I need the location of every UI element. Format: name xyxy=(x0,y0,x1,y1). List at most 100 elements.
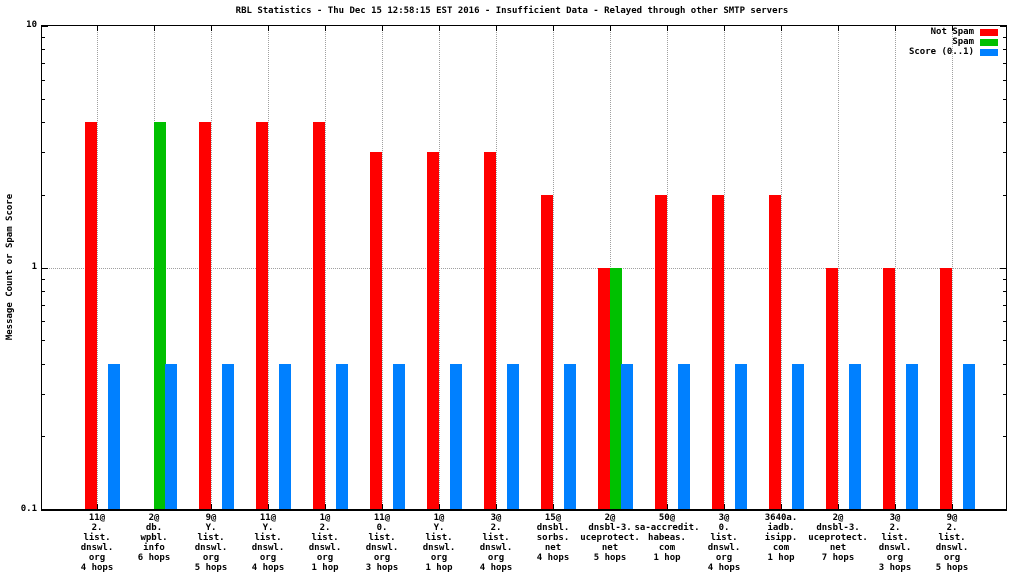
bar-not-spam xyxy=(598,267,610,509)
x-category-label-line: dnswl. xyxy=(365,543,399,553)
x-axis-tick xyxy=(211,504,212,509)
bar-score xyxy=(792,363,804,509)
x-category-label-line: net xyxy=(829,543,847,553)
x-category-label-line: list. xyxy=(710,533,738,543)
x-category-label: 1@ Y. list. dnswl. org 1 hop xyxy=(394,513,484,573)
y-tick-label-10: 10 xyxy=(26,20,37,30)
x-category-label: 15@ dnsbl. sorbs. net 4 hops xyxy=(508,513,598,563)
x-axis-tick xyxy=(325,26,326,31)
x-category-label: 3@ 2. list. dnswl. org 3 hops xyxy=(850,513,940,573)
x-category-label-line: 4 hops xyxy=(251,563,285,573)
y-axis-tick xyxy=(1003,49,1006,51)
x-category-label-line: habeas. xyxy=(648,533,686,543)
y-tick-label-0p1: 0.1 xyxy=(20,504,37,514)
y-axis-tick xyxy=(1000,26,1006,27)
x-category-label-line: db. xyxy=(145,523,163,533)
bar-not-spam xyxy=(769,194,781,509)
legend-swatch-score xyxy=(980,48,998,56)
bar-score xyxy=(735,363,747,509)
x-category-label-line: 2. xyxy=(946,523,958,533)
x-category-label-line: 5 hops xyxy=(593,553,627,563)
x-axis-tick xyxy=(154,26,155,31)
x-category-label-line: dnswl. xyxy=(194,543,228,553)
y-axis-tick xyxy=(1003,122,1006,124)
x-category-label: 9@ 2. list. dnswl. org 5 hops xyxy=(907,513,997,573)
x-category-label: 2@ db. wpbl. info 6 hops xyxy=(109,513,199,563)
y-axis-tick xyxy=(42,79,45,81)
x-category-label-line: sorbs. xyxy=(536,533,570,543)
x-category-label-line: info xyxy=(143,543,165,553)
legend-label-score: Score (0..1) xyxy=(908,47,974,57)
x-category-label-line: net xyxy=(544,543,562,553)
x-category-label-line: 1@ xyxy=(319,513,331,523)
y-axis-tick xyxy=(1003,278,1006,280)
x-category-label-line: 11@ xyxy=(259,513,277,523)
x-category-label-line: org xyxy=(88,553,106,563)
x-category-label-line: 4 hops xyxy=(707,563,741,573)
x-category-label-line: 5 hops xyxy=(194,563,228,573)
legend-row-score: Score (0..1) xyxy=(909,47,998,57)
x-axis-tick xyxy=(667,504,668,509)
x-axis-tick xyxy=(325,504,326,509)
bar-score xyxy=(963,363,975,509)
x-axis-tick xyxy=(211,26,212,31)
x-category-label: 9@ Y. list. dnswl. org 5 hops xyxy=(166,513,256,573)
x-category-label-line: 7 hops xyxy=(821,553,855,563)
x-category-label-line: list. xyxy=(425,533,453,543)
x-category-label-line: 2@ xyxy=(832,513,844,523)
x-category-label-line: list. xyxy=(311,533,339,543)
x-category-label-line: 1 hop xyxy=(425,563,453,573)
x-category-label-line: 9@ xyxy=(205,513,217,523)
legend: Not Spam Spam Score (0..1) xyxy=(909,27,998,57)
x-axis-tick xyxy=(610,26,611,31)
x-category-label-line: 3640a. xyxy=(764,513,798,523)
y-axis-tick xyxy=(1003,152,1006,154)
x-category-label-line: 3@ xyxy=(889,513,901,523)
y-axis-tick xyxy=(42,37,45,39)
x-category-label-line: org xyxy=(316,553,334,563)
x-axis-tick xyxy=(382,26,383,31)
x-category-label-line: 5 hops xyxy=(935,563,969,573)
x-category-label-line: com xyxy=(658,543,676,553)
y-axis-tick xyxy=(1003,363,1006,365)
x-category-label-line: list. xyxy=(482,533,510,543)
x-category-label-line: 2. xyxy=(889,523,901,533)
bar-score xyxy=(906,363,918,509)
bar-not-spam xyxy=(883,267,895,509)
x-category-label-line: 3@ xyxy=(718,513,730,523)
bar-score xyxy=(678,363,690,509)
bar-score xyxy=(507,363,519,509)
y-axis-tick xyxy=(42,393,45,395)
x-category-label-line: dnswl. xyxy=(422,543,456,553)
x-axis-tick xyxy=(781,26,782,31)
x-category-label-line: Y. xyxy=(262,523,274,533)
x-category-label: 50@ sa-accredit. habeas. com 1 hop xyxy=(622,513,712,563)
x-category-label: 3@ 2. list. dnswl. org 4 hops xyxy=(451,513,541,573)
x-category-label-line: list. xyxy=(368,533,396,543)
x-category-label-line: 4 hops xyxy=(80,563,114,573)
bar-not-spam xyxy=(655,194,667,509)
x-category-label-line: 2@ xyxy=(148,513,160,523)
x-category-label-line: list. xyxy=(881,533,909,543)
legend-row-spam: Spam xyxy=(909,37,998,47)
x-axis-tick xyxy=(496,26,497,31)
x-axis-tick xyxy=(952,504,953,509)
x-axis-tick xyxy=(97,504,98,509)
y-axis-tick xyxy=(42,290,45,292)
x-category-label-line: org xyxy=(943,553,961,563)
x-axis-tick xyxy=(439,504,440,509)
x-category-label-line: org xyxy=(487,553,505,563)
x-category-label: 1@ 2. list. dnswl. org 1 hop xyxy=(280,513,370,573)
x-category-label-line: dnswl. xyxy=(878,543,912,553)
y-axis-tick xyxy=(42,340,45,342)
y-axis-tick xyxy=(42,98,45,100)
y-axis-tick xyxy=(1000,509,1006,510)
x-category-label: 3640a. iadb. isipp. com 1 hop xyxy=(736,513,826,563)
bar-spam xyxy=(154,122,166,509)
x-category-label-line: list. xyxy=(254,533,282,543)
y-axis-tick xyxy=(42,194,45,196)
legend-swatch-spam xyxy=(980,38,998,46)
y-tick-label-1: 1 xyxy=(31,262,37,272)
y-axis-tick xyxy=(42,321,45,323)
bar-score xyxy=(279,363,291,509)
